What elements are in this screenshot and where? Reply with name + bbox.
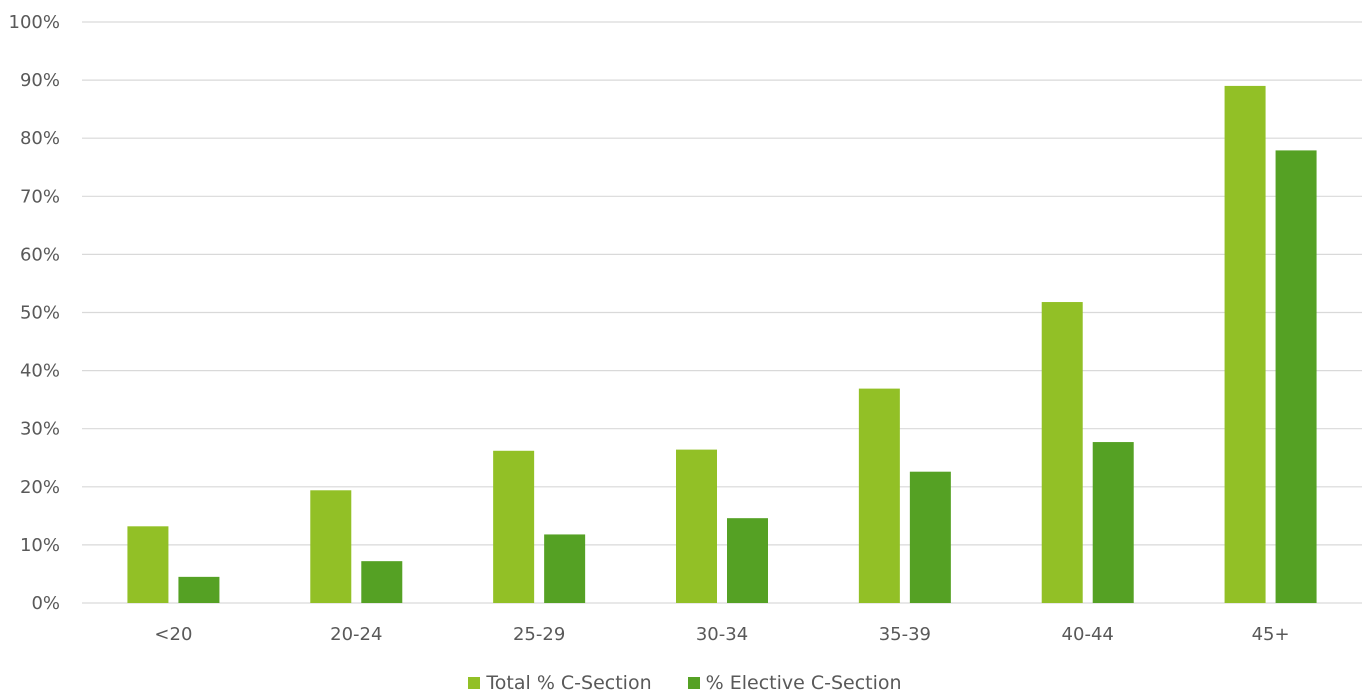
legend-swatch-total [468, 677, 481, 689]
y-tick-label: 40% [20, 361, 60, 382]
x-tick-label: 30-34 [696, 624, 748, 645]
y-tick-label: 80% [20, 128, 60, 149]
bar-total[interactable] [1224, 85, 1266, 603]
bar-total[interactable] [1041, 302, 1083, 603]
legend: Total % C-Section % Elective C-Section [0, 672, 1370, 694]
y-tick-label: 100% [9, 12, 60, 33]
legend-swatch-elective [687, 677, 700, 689]
y-tick-label: 20% [20, 477, 60, 498]
legend-item-total[interactable]: Total % C-Section [468, 672, 652, 694]
x-tick-label: 45+ [1252, 624, 1290, 645]
bar-elective[interactable] [727, 518, 768, 603]
x-tick-label: <20 [154, 624, 192, 645]
y-tick-label: 30% [20, 419, 60, 440]
x-axis-tick-labels: <20 20-24 25-29 30-34 35-39 40-44 45+ [154, 624, 1289, 645]
bar-elective[interactable] [909, 471, 951, 603]
bar-elective[interactable] [178, 576, 220, 603]
y-axis-tick-labels: 0% 10% 20% 30% 40% 50% 60% 70% 80% 90% 100% [9, 12, 60, 614]
y-tick-label: 10% [20, 535, 60, 556]
x-tick-label: 35-39 [879, 624, 931, 645]
bar-elective[interactable] [544, 534, 586, 603]
bars [127, 85, 1317, 603]
y-tick-label: 0% [31, 593, 60, 614]
bar-total[interactable] [858, 388, 900, 603]
bar-total[interactable] [676, 449, 717, 603]
x-tick-label: 40-44 [1062, 624, 1114, 645]
y-tick-label: 60% [20, 244, 60, 265]
bar-elective[interactable] [1092, 442, 1134, 603]
y-tick-label: 90% [20, 70, 60, 91]
gridlines [82, 21, 1362, 604]
y-tick-label: 50% [20, 303, 60, 324]
bar-elective[interactable] [361, 561, 403, 603]
x-tick-label: 20-24 [330, 624, 382, 645]
bar-total[interactable] [310, 490, 352, 603]
legend-label-total: Total % C-Section [486, 672, 652, 694]
legend-label-elective: % Elective C-Section [705, 672, 902, 694]
x-tick-label: 25-29 [513, 624, 565, 645]
y-tick-label: 70% [20, 186, 60, 207]
bar-total[interactable] [127, 526, 169, 603]
legend-item-elective[interactable]: % Elective C-Section [687, 672, 902, 694]
bar-total[interactable] [493, 450, 535, 603]
bar-elective[interactable] [1275, 150, 1317, 603]
